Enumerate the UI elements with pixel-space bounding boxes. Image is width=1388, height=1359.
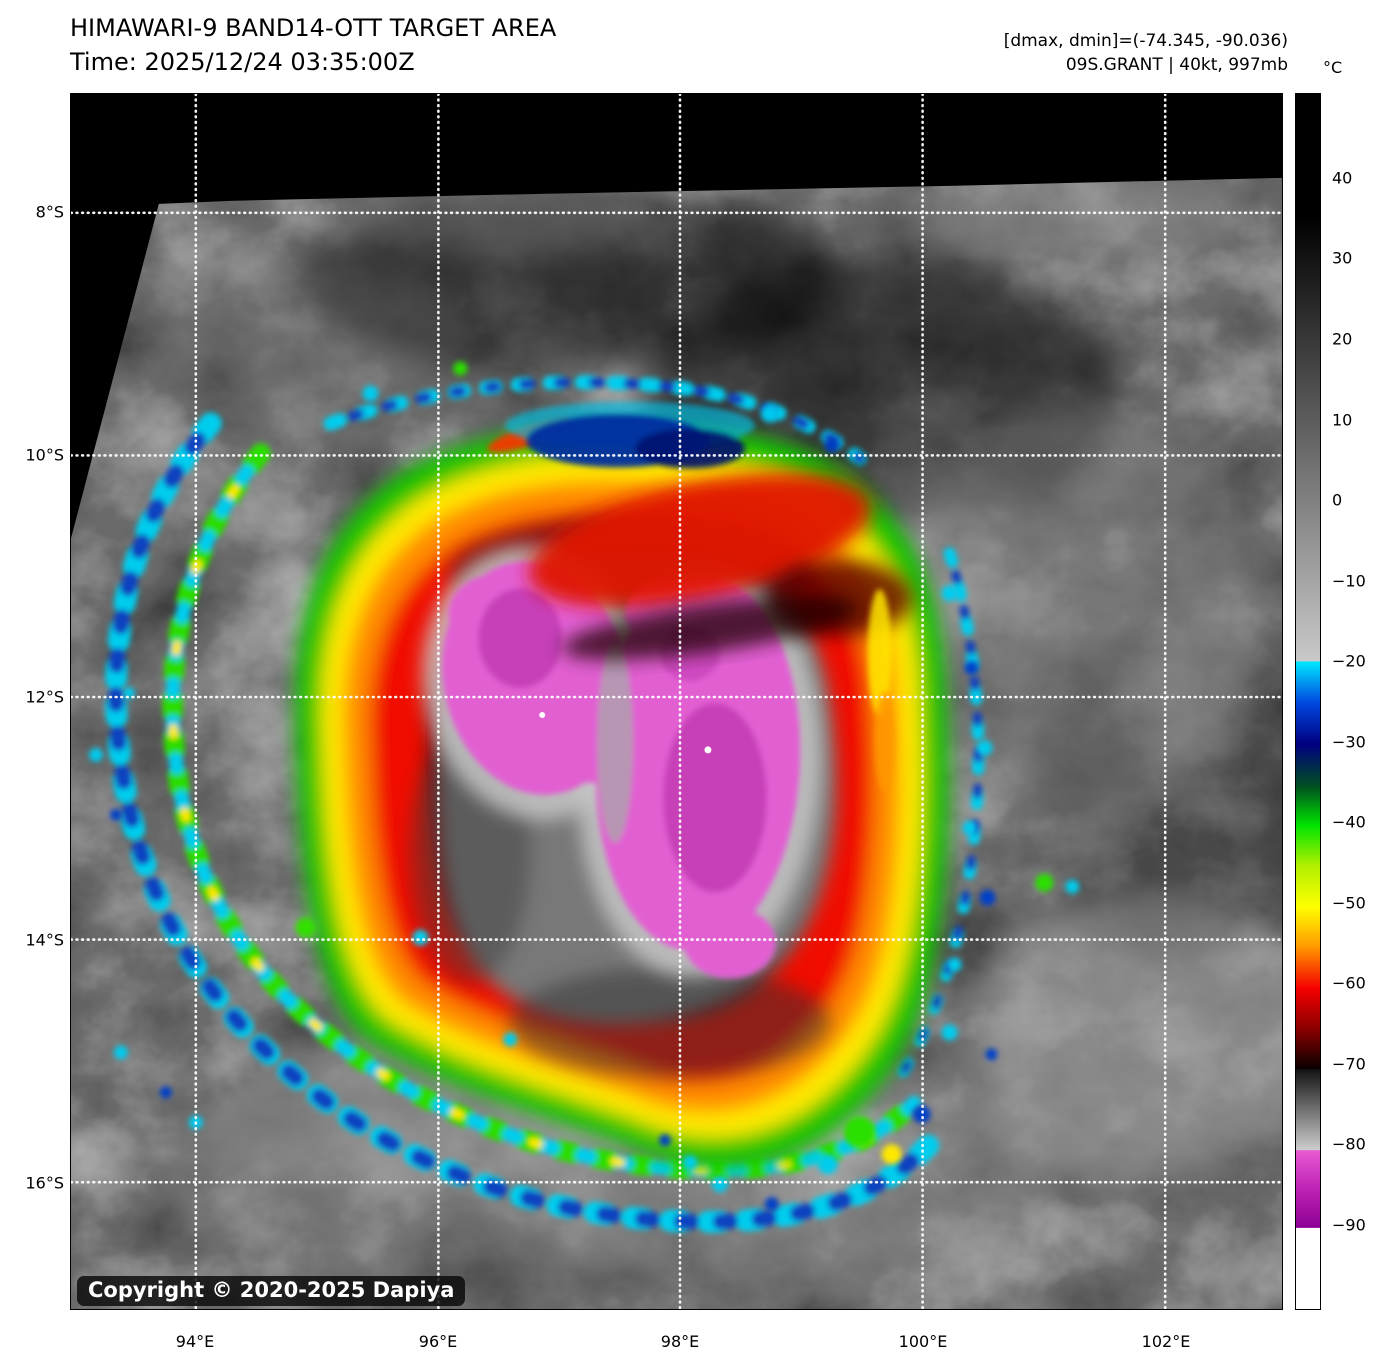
colorbar-tick: −70 bbox=[1332, 1054, 1366, 1074]
colorbar-tick: 20 bbox=[1332, 329, 1353, 349]
colorbar-tick: −20 bbox=[1332, 651, 1366, 671]
lat-label-8s: 8°S bbox=[35, 202, 64, 222]
colorbar-tick-labels: 40 30 20 10 0 −10 −20 −30 −40 −50 −60 −7… bbox=[1332, 93, 1386, 1310]
copyright-badge: Copyright © 2020-2025 Dapiya bbox=[77, 1276, 466, 1306]
satellite-image bbox=[71, 94, 1282, 1309]
colorbar-tick: 0 bbox=[1332, 490, 1343, 510]
lon-label-98e: 98°E bbox=[660, 1332, 700, 1351]
temperature-colorbar bbox=[1295, 93, 1321, 1310]
lat-label-10s: 10°S bbox=[25, 445, 64, 465]
colorbar-tick: −30 bbox=[1332, 732, 1366, 752]
colorbar-tick: 10 bbox=[1332, 410, 1353, 430]
timestamp: Time: 2025/12/24 03:35:00Z bbox=[70, 48, 415, 76]
lon-label-96e: 96°E bbox=[418, 1332, 458, 1351]
lon-label-102e: 102°E bbox=[1141, 1332, 1191, 1351]
page-title: HIMAWARI-9 BAND14-OTT TARGET AREA bbox=[70, 14, 557, 42]
colorbar-tick: −60 bbox=[1332, 973, 1366, 993]
lat-label-12s: 12°S bbox=[25, 687, 64, 707]
colorbar-tick: 30 bbox=[1332, 248, 1353, 268]
colorbar-tick: −10 bbox=[1332, 571, 1366, 591]
colorbar-tick: −40 bbox=[1332, 812, 1366, 832]
satellite-map-panel: Copyright © 2020-2025 Dapiya bbox=[70, 93, 1283, 1310]
colorbar-tick: −80 bbox=[1332, 1134, 1366, 1154]
colorbar-tick: 40 bbox=[1332, 168, 1353, 188]
graticule bbox=[71, 94, 1282, 1309]
dmax-dmin-annotation: [dmax, dmin]=(-74.345, -90.036) bbox=[1003, 31, 1288, 51]
storm-info-annotation: 09S.GRANT | 40kt, 997mb bbox=[1065, 55, 1288, 75]
colorbar-unit-label: °C bbox=[1323, 58, 1343, 77]
lat-label-14s: 14°S bbox=[25, 930, 64, 950]
colorbar-tick: −50 bbox=[1332, 893, 1366, 913]
lon-label-94e: 94°E bbox=[175, 1332, 215, 1351]
lon-label-100e: 100°E bbox=[898, 1332, 948, 1351]
lat-label-16s: 16°S bbox=[25, 1173, 64, 1193]
colorbar-tick: −90 bbox=[1332, 1215, 1366, 1235]
